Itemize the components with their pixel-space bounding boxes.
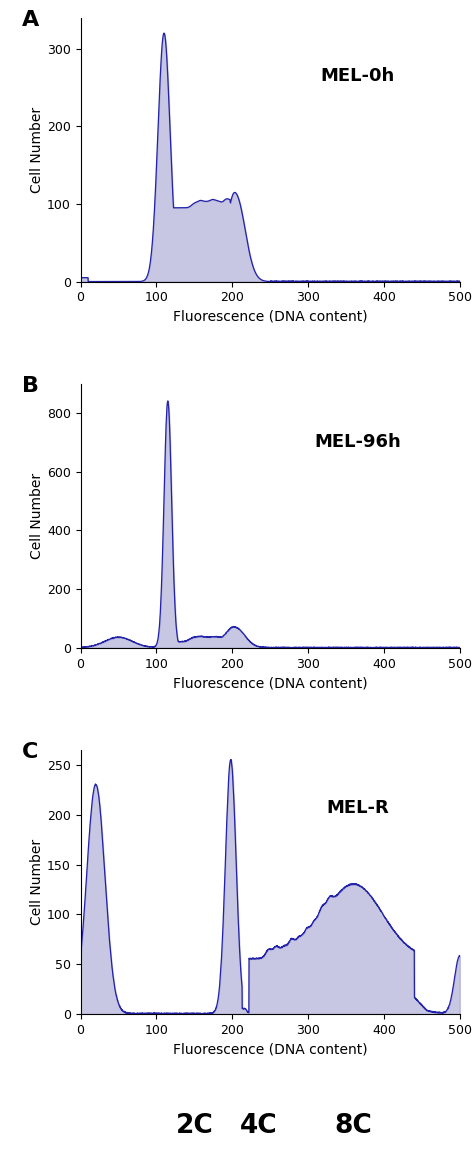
X-axis label: Fluorescence (DNA content): Fluorescence (DNA content) bbox=[173, 309, 367, 323]
X-axis label: Fluorescence (DNA content): Fluorescence (DNA content) bbox=[173, 1042, 367, 1056]
Text: MEL-0h: MEL-0h bbox=[320, 67, 394, 84]
Text: 2C: 2C bbox=[175, 1112, 213, 1138]
Text: MEL-R: MEL-R bbox=[326, 799, 389, 817]
Y-axis label: Cell Number: Cell Number bbox=[30, 107, 44, 192]
Text: 8C: 8C bbox=[335, 1112, 373, 1138]
Text: A: A bbox=[22, 9, 39, 29]
Text: MEL-96h: MEL-96h bbox=[314, 432, 401, 451]
X-axis label: Fluorescence (DNA content): Fluorescence (DNA content) bbox=[173, 676, 367, 690]
Text: 4C: 4C bbox=[240, 1112, 278, 1138]
Y-axis label: Cell Number: Cell Number bbox=[30, 839, 44, 925]
Text: C: C bbox=[22, 742, 38, 762]
Text: B: B bbox=[22, 376, 39, 396]
Y-axis label: Cell Number: Cell Number bbox=[30, 472, 44, 559]
